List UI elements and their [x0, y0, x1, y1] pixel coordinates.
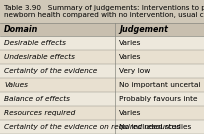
Text: Resources required: Resources required — [4, 110, 75, 116]
Text: Table 3.90   Summary of judgements: Interventions to prom-
newborn health compar: Table 3.90 Summary of judgements: Interv… — [4, 5, 204, 18]
Text: Undesirable effects: Undesirable effects — [4, 54, 75, 60]
Bar — [0, 36, 204, 50]
Text: Certainty of the evidence: Certainty of the evidence — [4, 68, 97, 74]
Text: Varies: Varies — [119, 54, 142, 60]
Text: Judgement: Judgement — [119, 25, 168, 34]
Text: No important uncertai: No important uncertai — [119, 82, 201, 88]
Text: Domain: Domain — [4, 25, 39, 34]
Text: No included studies: No included studies — [119, 124, 192, 130]
Bar — [0, 64, 204, 78]
Text: Desirable effects: Desirable effects — [4, 40, 66, 46]
Text: Varies: Varies — [119, 40, 142, 46]
Text: Certainty of the evidence on required resources: Certainty of the evidence on required re… — [4, 124, 180, 130]
Text: Varies: Varies — [119, 110, 142, 116]
Bar — [0, 23, 204, 36]
Bar — [0, 92, 204, 106]
Bar — [0, 50, 204, 64]
Text: Very low: Very low — [119, 68, 151, 74]
Text: Values: Values — [4, 82, 28, 88]
Text: Probably favours inte: Probably favours inte — [119, 96, 198, 102]
Bar — [0, 106, 204, 120]
Bar — [0, 120, 204, 134]
Bar — [0, 0, 204, 23]
Bar — [0, 78, 204, 92]
Text: Balance of effects: Balance of effects — [4, 96, 70, 102]
